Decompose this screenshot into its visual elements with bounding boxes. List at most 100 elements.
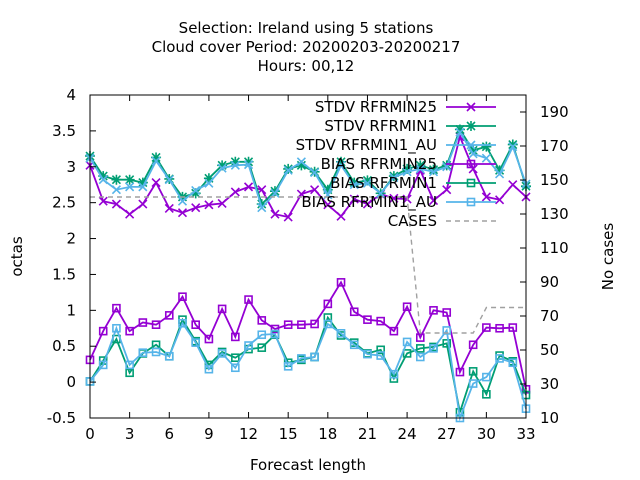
legend-marker [466, 121, 476, 131]
y2-tick-label: 130 [540, 205, 569, 223]
y-tick-label: 1.5 [52, 265, 76, 283]
data-point [297, 320, 306, 329]
data-point [137, 177, 148, 188]
y-tick-label: 3 [66, 158, 76, 176]
data-point [177, 196, 188, 206]
data-point [402, 167, 412, 177]
data-point [376, 188, 386, 198]
data-point [442, 326, 452, 335]
data-point [482, 323, 491, 332]
data-point [217, 160, 228, 171]
data-point [112, 323, 121, 333]
data-point [508, 358, 518, 368]
data-point [507, 139, 518, 150]
x-tick-label: 15 [279, 425, 298, 443]
data-point [336, 329, 346, 338]
legend-marker [466, 140, 476, 150]
data-point [363, 315, 372, 324]
data-point [455, 367, 465, 377]
data-point [349, 340, 359, 350]
data-point [336, 160, 346, 170]
data-point [151, 156, 161, 166]
data-point [138, 348, 148, 357]
data-point [362, 199, 373, 209]
data-point [230, 160, 240, 170]
data-point [151, 152, 162, 163]
data-point [270, 188, 280, 198]
data-point [138, 182, 148, 192]
data-point [468, 367, 478, 376]
data-point [402, 302, 412, 312]
legend-marker [466, 159, 476, 169]
data-point [494, 165, 505, 176]
data-point [310, 319, 319, 329]
data-point [388, 171, 399, 182]
data-point [191, 338, 200, 347]
data-point [495, 169, 505, 179]
series-stdv-rfrmin1-au [85, 127, 531, 213]
series-cases [90, 196, 526, 334]
y-tick-label: 1 [66, 301, 76, 319]
legend-label: BIAS RFRMIN1 [330, 174, 437, 192]
data-point [455, 127, 465, 137]
data-point [468, 340, 478, 350]
data-point [468, 145, 479, 156]
y-tick-label: 0 [66, 373, 76, 391]
data-point [349, 307, 359, 317]
data-point [230, 187, 240, 197]
data-point [164, 311, 174, 320]
data-point [257, 330, 267, 340]
data-point [217, 163, 227, 173]
data-point [362, 178, 373, 188]
data-point [217, 198, 227, 208]
data-point [125, 326, 134, 336]
data-point [190, 188, 201, 199]
data-point [256, 199, 267, 210]
data-point [482, 390, 491, 399]
data-point [376, 351, 385, 360]
x-tick-label: 9 [204, 425, 214, 443]
legend-label: BIAS RFRMIN1_AU [301, 193, 437, 212]
data-point [217, 304, 227, 314]
x-tick-label: 3 [125, 425, 135, 443]
series-lines [85, 124, 531, 423]
legend-label: CASES [388, 212, 437, 230]
legend-label: STDV RFRMIN1 [324, 117, 437, 135]
data-point [428, 195, 439, 206]
axis-ticks: 0 3 6 9 12 15 18 21 24 27 30 33 -0.5 0 0.5 1 1.5 2 2.5 3 3.5… [47, 86, 569, 443]
data-point [125, 209, 135, 219]
data-point [495, 195, 505, 205]
y2-tick-label: 190 [540, 103, 569, 121]
data-point [112, 303, 121, 313]
data-point [336, 156, 347, 167]
data-point [257, 316, 267, 325]
data-point [164, 351, 174, 361]
x-tick-label: 27 [437, 425, 456, 443]
data-point [243, 160, 254, 170]
data-point [204, 334, 214, 344]
series-line [89, 321, 527, 422]
data-point [310, 352, 319, 362]
data-point [244, 295, 253, 304]
data-point [257, 203, 267, 213]
data-point [429, 344, 438, 353]
data-point [454, 124, 465, 135]
data-point [230, 156, 241, 167]
y2-tick-label: 90 [540, 273, 559, 291]
data-point [415, 160, 426, 171]
data-point [125, 182, 135, 192]
data-point [191, 203, 201, 213]
data-point [495, 354, 504, 363]
data-point [323, 299, 333, 309]
data-point [296, 160, 307, 171]
data-point [270, 329, 280, 339]
data-point [151, 320, 161, 329]
series-line [89, 315, 527, 413]
data-point [270, 209, 280, 219]
y-tick-label: 3.5 [52, 122, 76, 140]
data-point [244, 341, 253, 350]
data-point [98, 196, 108, 206]
chart-title-line: Cloud cover Period: 20200203-20200217 [152, 38, 461, 56]
x-axis-label: Forecast length [250, 456, 366, 474]
